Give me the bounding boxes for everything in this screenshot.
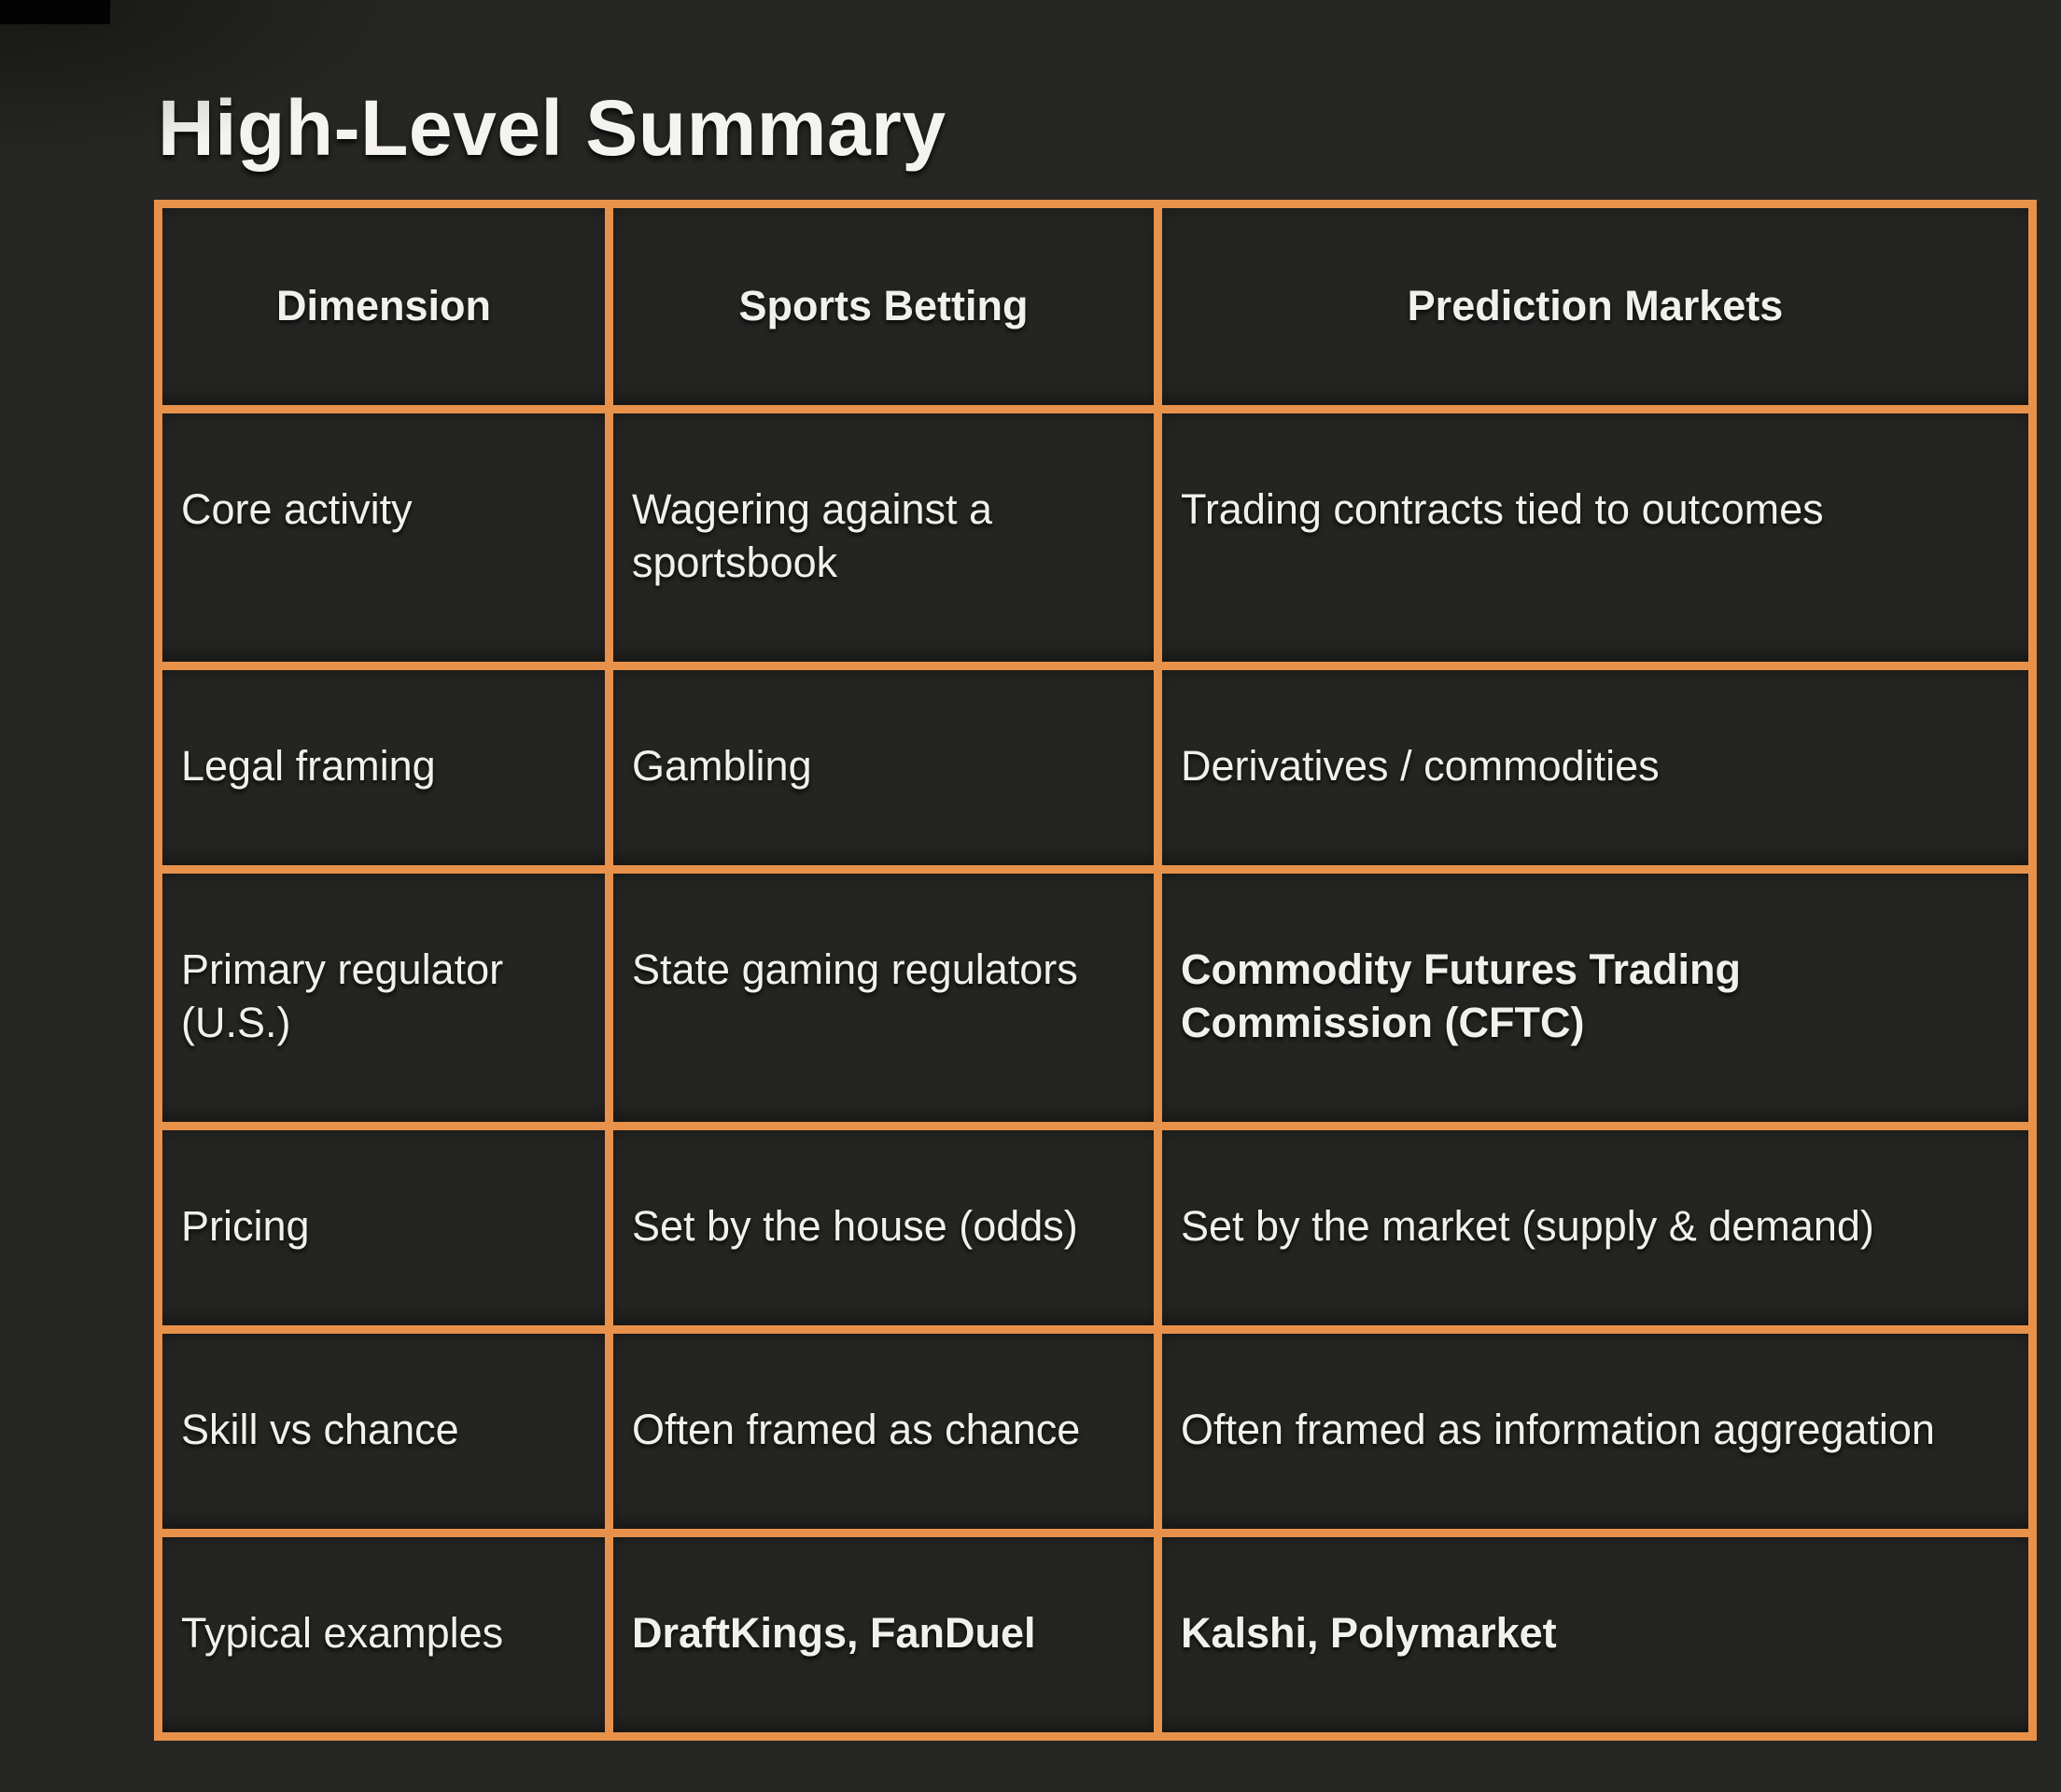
cell-dimension: Primary regulator (U.S.) xyxy=(154,865,613,1130)
table-row-legal-framing: Legal framing Gambling Derivatives / com… xyxy=(154,662,2037,874)
cell-prediction-markets: Set by the market (supply & demand) xyxy=(1154,1122,2037,1334)
cell-sports-betting: State gaming regulators xyxy=(605,865,1162,1130)
summary-table: Dimension Sports Betting Prediction Mark… xyxy=(154,200,2037,1741)
table-row-typical-examples: Typical examples DraftKings, FanDuel Kal… xyxy=(154,1529,2037,1741)
column-header-prediction-markets: Prediction Markets xyxy=(1154,200,2037,413)
cell-sports-betting: Set by the house (odds) xyxy=(605,1122,1162,1334)
table-row-skill-vs-chance: Skill vs chance Often framed as chance O… xyxy=(154,1325,2037,1537)
cell-sports-betting: Gambling xyxy=(605,662,1162,874)
cell-sports-betting: Often framed as chance xyxy=(605,1325,1162,1537)
cell-dimension: Typical examples xyxy=(154,1529,613,1741)
column-header-dimension: Dimension xyxy=(154,200,613,413)
cell-dimension: Legal framing xyxy=(154,662,613,874)
top-left-black-bar xyxy=(0,0,110,24)
cell-prediction-markets: Kalshi, Polymarket xyxy=(1154,1529,2037,1741)
cell-prediction-markets: Trading contracts tied to outcomes xyxy=(1154,405,2037,670)
cell-dimension: Skill vs chance xyxy=(154,1325,613,1537)
table-row-core-activity: Core activity Wagering against a sportsb… xyxy=(154,405,2037,670)
cell-prediction-markets: Often framed as information aggregation xyxy=(1154,1325,2037,1537)
page-title: High-Level Summary xyxy=(158,84,946,172)
cell-dimension: Pricing xyxy=(154,1122,613,1334)
main-content: High-Level Summary Dimension Sports Bett… xyxy=(154,84,2037,1741)
cell-sports-betting: Wagering against a sportsbook xyxy=(605,405,1162,670)
table-header-row: Dimension Sports Betting Prediction Mark… xyxy=(154,200,2037,413)
cell-sports-betting: DraftKings, FanDuel xyxy=(605,1529,1162,1741)
table-row-pricing: Pricing Set by the house (odds) Set by t… xyxy=(154,1122,2037,1334)
column-header-sports-betting: Sports Betting xyxy=(605,200,1162,413)
cell-prediction-markets: Derivatives / commodities xyxy=(1154,662,2037,874)
cell-dimension: Core activity xyxy=(154,405,613,670)
table-row-primary-regulator: Primary regulator (U.S.) State gaming re… xyxy=(154,865,2037,1130)
cell-prediction-markets: Commodity Futures Trading Commission (CF… xyxy=(1154,865,2037,1130)
